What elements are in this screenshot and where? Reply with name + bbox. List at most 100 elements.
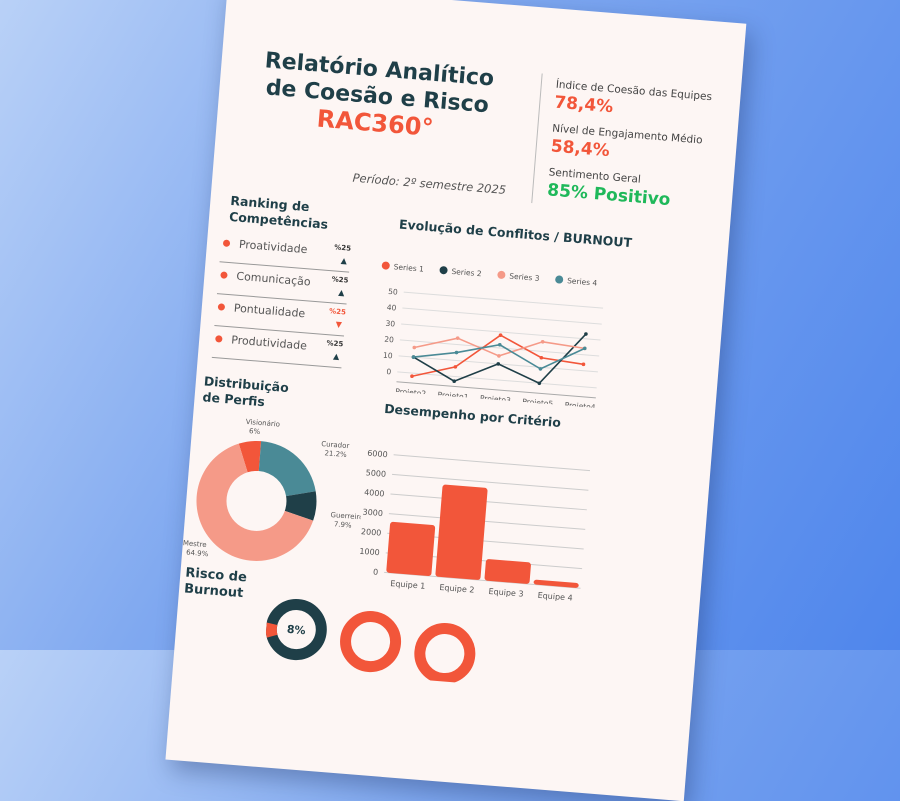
gridline: [391, 473, 589, 491]
y-tick-label: 10: [383, 351, 393, 361]
y-tick-label: 6000: [367, 449, 388, 460]
data-point: [411, 355, 416, 359]
donut-slice: [238, 440, 262, 473]
ranking-label: Proatividade: [238, 237, 308, 257]
bullet-icon: [222, 239, 231, 247]
y-tick-label: 3000: [362, 508, 383, 519]
bar: [386, 521, 436, 576]
x-tick-label: Equipe 4: [537, 591, 573, 603]
gridline: [388, 513, 586, 530]
y-tick-label: 0: [386, 367, 392, 376]
legend-label: Series 3: [509, 272, 540, 283]
report-title: Relatório Analítico de Coesão e Risco RA…: [254, 47, 500, 147]
gauge-label: 8%: [286, 623, 306, 637]
data-point: [581, 362, 586, 367]
data-point: [584, 332, 588, 336]
gauge-ring: [340, 611, 402, 673]
x-tick-label: Equipe 2: [439, 583, 475, 595]
legend-marker: [381, 261, 390, 270]
ranking-list: Proatividade %25 ▲ Comunicação %25 ▲ Pontualid…: [211, 230, 352, 369]
data-point: [537, 381, 542, 386]
gridline: [390, 493, 587, 511]
gridline: [401, 323, 601, 341]
x-tick-label: Projeto5: [522, 397, 554, 408]
slice-percent: 7.9%: [334, 520, 353, 529]
data-point: [455, 336, 460, 340]
slice-label: Mestre: [183, 539, 207, 549]
bullet-icon: [215, 335, 223, 343]
legend-marker: [497, 270, 506, 279]
triangle-up-icon: ▲: [337, 287, 345, 298]
bullet-icon: [220, 271, 228, 279]
triangle-down-icon: ▼: [335, 319, 343, 330]
legend-label: Series 2: [451, 267, 482, 278]
slice-percent: 21.2%: [324, 449, 347, 459]
y-tick-label: 50: [388, 287, 398, 297]
y-tick-label: 1000: [359, 547, 380, 558]
y-tick-label: 0: [373, 568, 379, 577]
kpi-value: 78,4%: [553, 92, 614, 118]
y-tick-label: 5000: [365, 468, 386, 479]
y-tick-label: 4000: [364, 488, 385, 499]
data-point: [582, 346, 587, 351]
x-tick-label: Equipe 3: [488, 587, 524, 599]
x-tick-label: Projeto4: [564, 400, 596, 408]
y-tick-label: 30: [385, 319, 395, 329]
legend-marker: [555, 275, 564, 284]
donut-slice: [196, 443, 314, 561]
ranking-value: %25: [328, 307, 347, 317]
bullet-icon: [217, 303, 226, 311]
y-tick-label: 2000: [361, 527, 382, 538]
y-tick-label: 40: [387, 303, 397, 313]
x-axis: [396, 381, 596, 399]
gridline: [397, 371, 597, 389]
gridline: [399, 339, 600, 357]
data-point: [539, 355, 544, 360]
gauge-fill: [265, 599, 327, 661]
x-tick-label: Projeto3: [480, 394, 512, 405]
triangle-up-icon: ▲: [332, 351, 340, 362]
slice-label: Guerreiro: [330, 511, 363, 522]
legend-marker: [439, 266, 448, 275]
ranking-label: Produtividade: [230, 333, 308, 353]
slice-percent: 64.9%: [186, 548, 209, 558]
ranking-title: Ranking de Competências: [229, 193, 330, 233]
data-point: [496, 362, 501, 366]
slice-percent: 6%: [249, 427, 261, 436]
y-tick-label: 20: [384, 335, 394, 345]
data-point: [497, 354, 501, 358]
data-point: [538, 367, 543, 371]
line-chart-title: Evolução de Conflitos / BURNOUT: [398, 216, 633, 251]
legend-label: Series 4: [567, 276, 598, 287]
x-tick-label: Equipe 1: [390, 579, 426, 591]
bar: [484, 559, 531, 584]
triangle-up-icon: ▲: [340, 255, 348, 266]
series-line: [413, 343, 586, 370]
profiles-title: Distribuição de Perfis: [202, 373, 289, 412]
ranking-label: Comunicação: [235, 269, 312, 289]
data-point: [410, 374, 414, 379]
bar: [435, 484, 488, 580]
slice-label: Curador: [321, 440, 350, 450]
ranking-value: %25: [333, 243, 352, 253]
bar-chart: 0 1000 2000 3000 4000 5000 6000 Equipe 1 Equipe …: [359, 449, 591, 603]
gridline: [393, 454, 591, 472]
gridline: [403, 291, 604, 309]
x-tick-label: Projeto1: [437, 390, 469, 401]
report-page: Relatório Analítico de Coesão e Risco RA…: [165, 0, 747, 801]
data-point: [452, 379, 457, 384]
data-point: [453, 365, 458, 369]
x-tick-label: Projeto2: [395, 387, 427, 398]
donut-slice: [284, 491, 317, 521]
kpi-value: 58,4%: [550, 136, 611, 162]
data-point: [498, 333, 503, 337]
burnout-title: Risco de Burnout: [184, 566, 248, 603]
gauge-ring: [414, 623, 476, 685]
gridline: [402, 307, 602, 325]
divider: [531, 73, 543, 204]
line-chart: Series 1 Series 2 Series 3 Series 4 0 10 20 30 4…: [381, 261, 604, 409]
slice-label: Visionário: [245, 418, 280, 429]
ranking-label: Pontualidade: [233, 301, 306, 321]
ranking-value: %25: [326, 339, 344, 349]
